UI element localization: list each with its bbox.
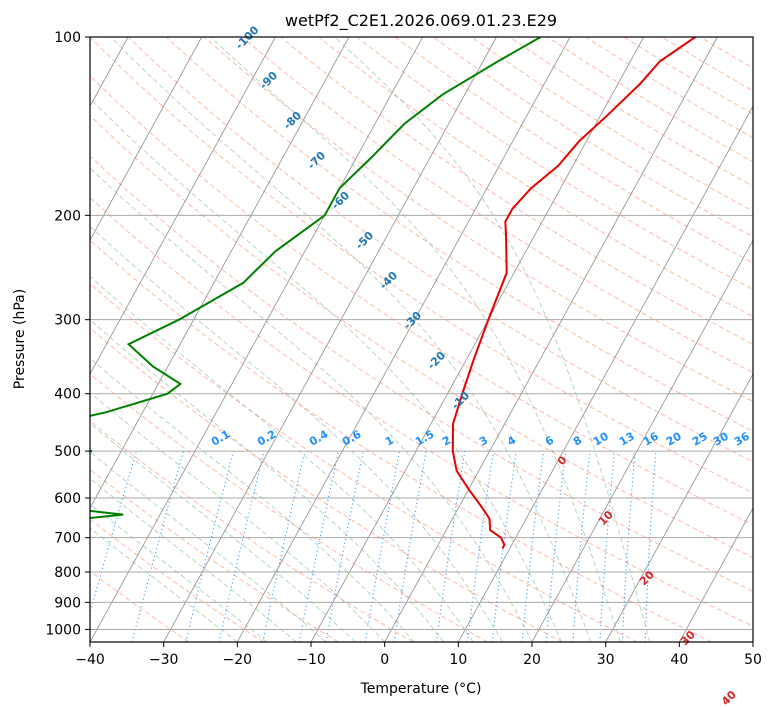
isotherm-line bbox=[384, 37, 718, 642]
dry-adiabat-line bbox=[242, 37, 753, 374]
dry-adiabat-line bbox=[90, 373, 488, 642]
dry-adiabat-line bbox=[90, 570, 190, 642]
dry-adiabat-line bbox=[90, 282, 638, 642]
x-tick-label: −10 bbox=[296, 652, 326, 668]
moist-adiabat-line bbox=[90, 478, 297, 642]
mixing-ratio-line bbox=[545, 451, 567, 642]
isotherm-line bbox=[236, 37, 571, 642]
y-axis-label: Pressure (hPa) bbox=[12, 289, 28, 389]
isotherm-line bbox=[90, 37, 424, 642]
isotherm-line bbox=[678, 507, 753, 642]
dewpoint-profile-line bbox=[90, 37, 542, 519]
moist-adiabat-line bbox=[110, 37, 592, 642]
mixing-ratio-line bbox=[521, 451, 545, 642]
y-tick-label: 300 bbox=[54, 313, 81, 329]
x-axis-label: Temperature (°C) bbox=[360, 681, 482, 697]
moist-adiabat-line bbox=[90, 527, 238, 642]
mixing-ratio-line bbox=[491, 451, 517, 642]
moist-adiabat-line bbox=[90, 503, 268, 642]
x-tick-label: −20 bbox=[223, 652, 253, 668]
dry-adiabat-line bbox=[318, 37, 753, 318]
dry-adiabat-line bbox=[90, 468, 339, 642]
moist-adiabat-line bbox=[90, 422, 356, 642]
y-tick-label: 400 bbox=[54, 387, 81, 403]
dry-adiabat-line bbox=[90, 196, 753, 627]
dry-adiabat-line bbox=[90, 114, 753, 559]
moist-adiabat-line bbox=[90, 275, 474, 642]
isotherm-line bbox=[457, 105, 753, 642]
x-tick-label: −40 bbox=[75, 652, 105, 668]
dry-adiabat-line bbox=[90, 518, 264, 642]
x-tick-label: 0 bbox=[380, 652, 389, 668]
plot-area bbox=[90, 37, 753, 642]
mixing-ratio-line bbox=[218, 450, 265, 642]
mixing-ratio-line bbox=[262, 450, 306, 642]
y-tick-label: 800 bbox=[54, 565, 81, 581]
mixing-ratio-line bbox=[466, 451, 495, 642]
moist-adiabat-line bbox=[90, 225, 503, 642]
x-tick-label: 30 bbox=[597, 652, 615, 668]
dry-adiabat-line bbox=[90, 155, 753, 592]
plot-frame bbox=[89, 36, 754, 643]
y-tick-label: 200 bbox=[54, 208, 81, 224]
temperature-profile-line bbox=[451, 37, 696, 549]
isotherm-line bbox=[531, 239, 753, 642]
mixing-ratio-line bbox=[572, 451, 591, 642]
dry-adiabat-line bbox=[280, 37, 753, 345]
moist-adiabat-line bbox=[90, 319, 445, 642]
y-tick-label: 1000 bbox=[45, 622, 81, 638]
y-tick-label: 100 bbox=[54, 30, 81, 46]
dry-adiabat-line bbox=[90, 239, 712, 642]
chart-title: wetPf2_C2E1.2026.069.01.23.E29 bbox=[285, 11, 557, 31]
x-tick-label: 10 bbox=[449, 652, 467, 668]
y-tick-label: 500 bbox=[54, 444, 81, 460]
isotherm-line bbox=[605, 373, 753, 642]
x-tick-label: −30 bbox=[149, 652, 179, 668]
y-tick-label: 600 bbox=[54, 491, 81, 507]
y-tick-label: 900 bbox=[54, 595, 81, 611]
dry-adiabat-line bbox=[90, 37, 753, 494]
moist-adiabat-line bbox=[334, 37, 651, 642]
mixing-ratio-line bbox=[185, 450, 234, 642]
x-tick-label: 20 bbox=[523, 652, 541, 668]
isotherm-line bbox=[90, 37, 350, 509]
isotherm-line bbox=[90, 37, 203, 242]
isotherm-line bbox=[310, 37, 645, 642]
moist-adiabat-line bbox=[210, 37, 621, 642]
moist-adiabat-line bbox=[90, 451, 327, 642]
x-tick-label: 40 bbox=[670, 652, 688, 668]
isotherm-line bbox=[163, 37, 497, 642]
moist-adiabat-line bbox=[90, 167, 533, 642]
x-tick-label: 50 bbox=[744, 652, 762, 668]
isotherm-line bbox=[90, 37, 276, 376]
dry-adiabat-line bbox=[127, 37, 753, 463]
y-tick-label: 700 bbox=[54, 531, 81, 547]
